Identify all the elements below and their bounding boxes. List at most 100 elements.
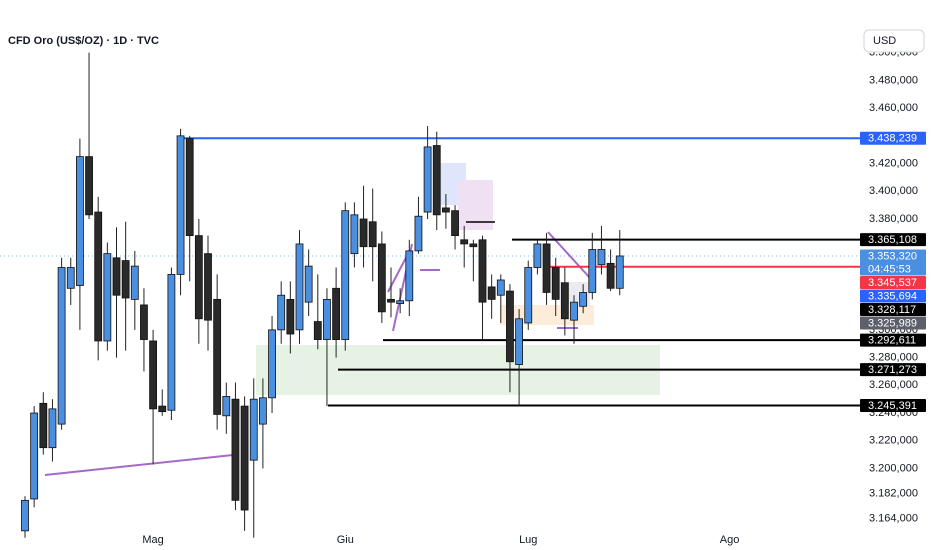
- candle-body: [48, 408, 57, 449]
- candle-body: [615, 255, 624, 289]
- y-tick-label: 3.280,000: [869, 351, 918, 363]
- candle-body: [39, 402, 48, 449]
- candle-body: [194, 235, 203, 320]
- candle-body: [323, 298, 331, 340]
- candle-body: [533, 243, 542, 268]
- price-badge-label: 3.335,694: [868, 290, 917, 302]
- candle-body: [414, 215, 423, 252]
- candle-body: [405, 250, 414, 302]
- price-badge: [860, 333, 926, 347]
- candle-body: [76, 156, 84, 286]
- price-badge: [860, 275, 926, 289]
- candle-body: [21, 499, 29, 532]
- candle-body: [286, 298, 295, 335]
- y-tick-label: 3.460,000: [869, 102, 918, 114]
- trend-line: [44, 454, 234, 476]
- price-badge-label: 3.328,117: [868, 304, 916, 316]
- candle-body: [268, 329, 276, 399]
- y-tick-label: 3.420,000: [869, 157, 918, 169]
- candle-body: [121, 260, 130, 299]
- candle-body: [94, 211, 103, 342]
- candle-body: [597, 249, 606, 266]
- candle-body: [551, 267, 560, 300]
- candle-body: [313, 321, 322, 340]
- candle-body: [341, 210, 350, 340]
- price-badge: [860, 289, 926, 303]
- zone-box: [500, 305, 594, 325]
- y-tick-label: 3.380,000: [869, 213, 918, 225]
- y-tick-label: 3.164,000: [869, 512, 918, 524]
- candle-body: [451, 210, 459, 237]
- candle-body: [606, 262, 615, 289]
- price-badge-label: 3.365,108: [868, 234, 917, 246]
- currency-label[interactable]: USD: [873, 35, 896, 47]
- candle-body: [377, 243, 386, 313]
- candle-body: [57, 267, 66, 425]
- candle-body: [387, 298, 395, 303]
- candle-body: [478, 239, 487, 303]
- price-badge: [860, 316, 926, 330]
- candle-body: [542, 243, 551, 293]
- candle-body: [515, 318, 523, 365]
- candle-body: [524, 267, 533, 324]
- candle-body: [295, 243, 304, 331]
- candle-body: [149, 340, 158, 410]
- candle-body: [222, 395, 231, 417]
- price-badge: [860, 131, 926, 145]
- price-badge: [860, 249, 926, 276]
- candles: [21, 52, 624, 538]
- candle-body: [158, 405, 167, 413]
- currency-button[interactable]: [863, 29, 925, 53]
- price-badge: [860, 302, 926, 316]
- candle-body: [332, 287, 341, 340]
- countdown: 04:45:53: [868, 263, 911, 275]
- price-axis: 3.500,0003.480,0003.460,0003.420,0003.40…: [142, 0, 932, 550]
- candle-body: [30, 412, 39, 500]
- candle-body: [277, 294, 286, 331]
- price-badge: [860, 363, 926, 377]
- chart-title: CFD Oro (US$/OZ) · 1D · TVC: [8, 35, 159, 47]
- candle-body: [231, 398, 240, 501]
- price-badge: [860, 399, 926, 413]
- price-badge-label: 3.353,320: [868, 250, 917, 262]
- candle-body: [432, 145, 441, 216]
- candle-body: [396, 300, 405, 304]
- candle-body: [469, 243, 478, 248]
- candle-body: [506, 290, 514, 363]
- candle-body: [213, 298, 222, 415]
- candle-body: [258, 397, 267, 425]
- candle-body: [588, 249, 597, 293]
- x-tick-label: Mag: [142, 534, 163, 546]
- x-tick-label: Ago: [720, 534, 740, 546]
- candle-body: [249, 398, 258, 461]
- x-tick-label: Lug: [519, 534, 537, 546]
- price-badge-label: 3.325,989: [868, 317, 917, 329]
- y-tick-label: 3.200,000: [869, 462, 918, 474]
- candle-body: [130, 265, 139, 300]
- price-badge-label: 3.345,537: [868, 277, 917, 289]
- candle-body: [579, 292, 588, 307]
- candle-body: [66, 267, 75, 289]
- y-tick-label: 3.260,000: [869, 379, 918, 391]
- price-lines: [0, 137, 860, 407]
- y-tick-label: 3.182,000: [869, 487, 918, 499]
- candle-body: [240, 405, 249, 511]
- candle-body: [570, 301, 578, 321]
- price-badge-label: 3.271,273: [868, 364, 917, 376]
- price-badge: [860, 233, 926, 247]
- candle-body: [204, 253, 212, 321]
- candle-body: [350, 214, 359, 255]
- candle-body: [560, 282, 569, 320]
- price-badge-label: 3.245,391: [868, 400, 917, 412]
- candle-body: [368, 221, 377, 248]
- y-tick-label: 3.400,000: [869, 185, 918, 197]
- candle-body: [185, 138, 194, 237]
- y-tick-label: 3.220,000: [869, 435, 918, 447]
- candle-body: [441, 207, 450, 213]
- price-badge-label: 3.438,239: [868, 133, 917, 145]
- candle-body: [487, 286, 496, 300]
- candle-body: [103, 253, 112, 342]
